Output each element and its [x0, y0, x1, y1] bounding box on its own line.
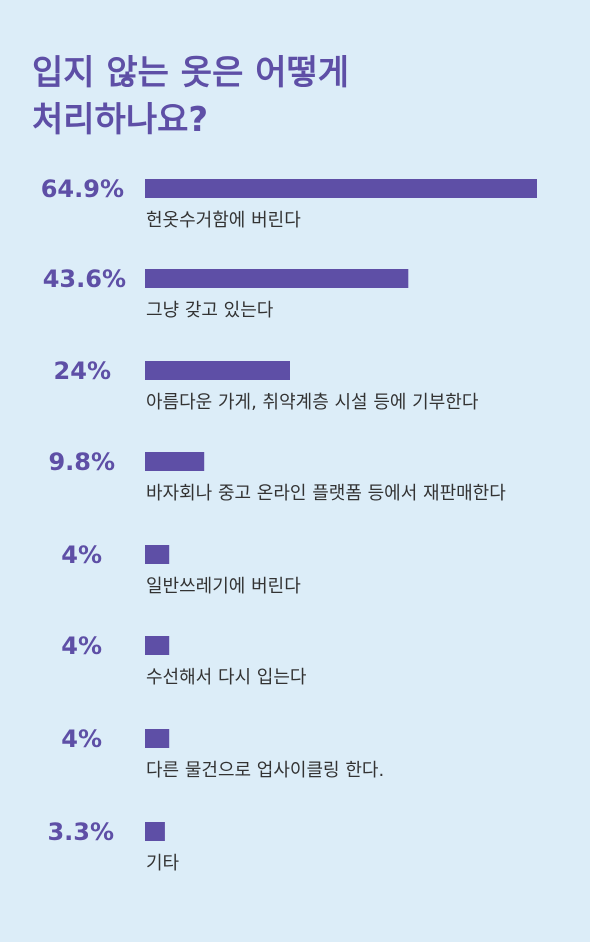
category-label: 수선해서 다시 입는다: [146, 667, 307, 688]
category-label: 그냥 갖고 있는다: [146, 300, 274, 321]
value-label: 4%: [61, 632, 102, 660]
page-title: 입지 않는 옷은 어떻게 처리하나요?: [32, 50, 349, 144]
value-label: 43.6%: [43, 265, 126, 293]
value-label: 3.3%: [47, 818, 114, 846]
value-label: 4%: [61, 725, 102, 753]
value-label: 4%: [61, 541, 102, 569]
value-label: 64.9%: [41, 175, 124, 203]
value-label: 9.8%: [48, 448, 115, 476]
value-label: 24%: [54, 357, 111, 385]
category-label: 헌옷수거함에 버린다: [146, 210, 301, 231]
bar: [145, 361, 290, 380]
bar: [145, 822, 165, 841]
title-line-1: 입지 않는 옷은 어떻게: [32, 53, 350, 93]
bar: [145, 269, 409, 288]
bar: [145, 636, 170, 655]
category-label: 아름다운 가게, 취약계층 시설 등에 기부한다: [146, 392, 479, 413]
bar: [145, 452, 205, 471]
bar: [145, 545, 170, 564]
category-label: 바자회나 중고 온라인 플랫폼 등에서 재판매한다: [146, 483, 506, 504]
category-label: 기타: [146, 853, 180, 874]
category-label: 일반쓰레기에 버린다: [146, 576, 301, 597]
title-line-2: 처리하나요?: [32, 100, 209, 140]
bar: [145, 729, 170, 748]
bar: [145, 179, 537, 198]
category-label: 다른 물건으로 업사이클링 한다.: [146, 760, 384, 781]
